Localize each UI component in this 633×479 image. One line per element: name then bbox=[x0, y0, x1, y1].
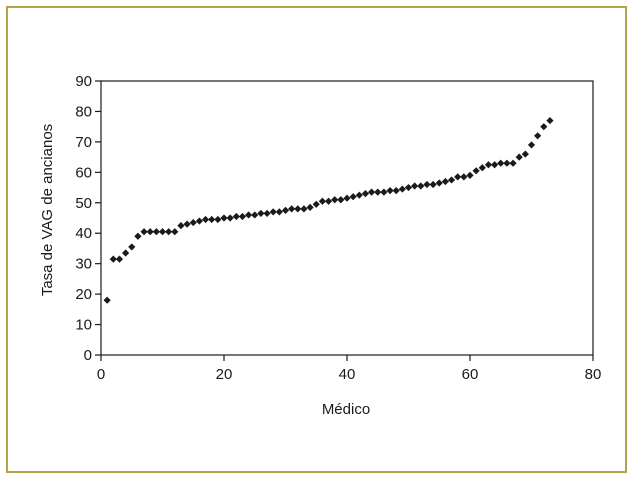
y-tick-label: 90 bbox=[75, 73, 92, 90]
data-point bbox=[521, 150, 529, 158]
scatter-chart: 0 10 20 30 40 50 60 70 80 90 0 20 40 60 80 Médico Tas… bbox=[39, 73, 602, 418]
data-point bbox=[269, 208, 277, 216]
data-point bbox=[343, 194, 351, 202]
data-point bbox=[398, 185, 406, 193]
y-tick-label: 80 bbox=[75, 103, 92, 120]
data-point bbox=[281, 206, 290, 214]
x-tick-label: 80 bbox=[585, 366, 602, 383]
x-tick-label: 40 bbox=[339, 366, 356, 383]
x-tick-label: 60 bbox=[462, 366, 479, 383]
data-point bbox=[165, 228, 173, 236]
data-point bbox=[441, 177, 449, 186]
x-tick-label: 20 bbox=[216, 366, 233, 383]
y-tick-label: 40 bbox=[75, 225, 92, 242]
data-point bbox=[527, 141, 536, 149]
data-point bbox=[183, 220, 191, 228]
data-point bbox=[294, 205, 302, 213]
data-point bbox=[152, 228, 160, 236]
data-point bbox=[429, 180, 437, 189]
data-points bbox=[103, 116, 554, 304]
data-point bbox=[318, 197, 326, 205]
data-point bbox=[423, 180, 431, 189]
data-point bbox=[447, 176, 456, 184]
data-point bbox=[454, 173, 462, 181]
x-axis: 0 20 40 60 80 bbox=[97, 355, 602, 383]
data-point bbox=[478, 164, 486, 172]
data-point bbox=[220, 214, 228, 222]
data-point bbox=[484, 161, 493, 169]
data-point bbox=[257, 209, 265, 218]
data-point bbox=[331, 196, 339, 204]
data-point bbox=[109, 255, 117, 263]
data-point bbox=[380, 188, 388, 196]
data-point bbox=[404, 183, 413, 192]
y-tick-label: 50 bbox=[75, 195, 92, 212]
data-point bbox=[177, 222, 185, 230]
data-point bbox=[355, 191, 363, 199]
y-tick-label: 0 bbox=[84, 347, 92, 364]
y-tick-label: 10 bbox=[75, 317, 92, 334]
data-point bbox=[232, 212, 240, 221]
data-point bbox=[540, 123, 548, 131]
data-point bbox=[417, 182, 425, 190]
data-point bbox=[263, 209, 271, 218]
data-point bbox=[208, 215, 216, 224]
data-point bbox=[337, 196, 345, 204]
data-point bbox=[509, 159, 517, 167]
data-point bbox=[435, 179, 443, 187]
data-point bbox=[140, 228, 148, 236]
data-point bbox=[534, 132, 542, 140]
data-point bbox=[288, 205, 296, 213]
data-point bbox=[238, 212, 247, 221]
y-tick-label: 70 bbox=[75, 134, 92, 151]
data-point bbox=[546, 116, 554, 125]
data-point bbox=[503, 159, 511, 167]
plot-area bbox=[100, 80, 594, 356]
data-point bbox=[122, 249, 130, 257]
x-tick-label: 0 bbox=[97, 366, 105, 383]
y-tick-label: 60 bbox=[75, 164, 92, 181]
data-point bbox=[515, 153, 523, 161]
data-point bbox=[349, 193, 357, 201]
y-tick-label: 30 bbox=[75, 256, 92, 273]
data-point bbox=[158, 228, 167, 236]
data-point bbox=[361, 190, 370, 198]
y-axis: 0 10 20 30 40 50 60 70 80 90 bbox=[75, 73, 101, 364]
data-point bbox=[245, 211, 253, 219]
data-point bbox=[497, 159, 505, 167]
data-point bbox=[146, 228, 154, 236]
data-point bbox=[214, 215, 222, 224]
data-point bbox=[374, 188, 382, 196]
data-point bbox=[201, 215, 210, 224]
y-tick-label: 20 bbox=[75, 286, 92, 303]
data-point bbox=[460, 173, 468, 181]
data-point bbox=[134, 232, 142, 240]
data-point bbox=[386, 187, 394, 195]
y-axis-label: Tasa de VAG de ancianos bbox=[39, 124, 56, 296]
data-point bbox=[300, 205, 308, 213]
plot-border bbox=[100, 80, 594, 356]
data-point bbox=[368, 188, 376, 196]
data-point bbox=[466, 171, 474, 179]
data-point bbox=[251, 211, 259, 219]
x-axis-label: Médico bbox=[322, 401, 370, 418]
data-point bbox=[128, 243, 136, 251]
data-point bbox=[275, 208, 283, 216]
data-point bbox=[115, 255, 124, 263]
data-point bbox=[226, 214, 234, 222]
data-point bbox=[189, 218, 197, 227]
data-point bbox=[306, 203, 314, 211]
data-point bbox=[312, 200, 320, 208]
data-point bbox=[472, 167, 480, 175]
data-point bbox=[171, 228, 179, 236]
data-point bbox=[195, 217, 203, 225]
data-point bbox=[324, 197, 333, 205]
data-point bbox=[491, 161, 499, 169]
data-point bbox=[103, 296, 111, 304]
data-point bbox=[411, 182, 419, 190]
data-point bbox=[392, 187, 400, 195]
chart-frame: 0 10 20 30 40 50 60 70 80 90 0 20 40 60 80 Médico Tas… bbox=[6, 6, 627, 473]
